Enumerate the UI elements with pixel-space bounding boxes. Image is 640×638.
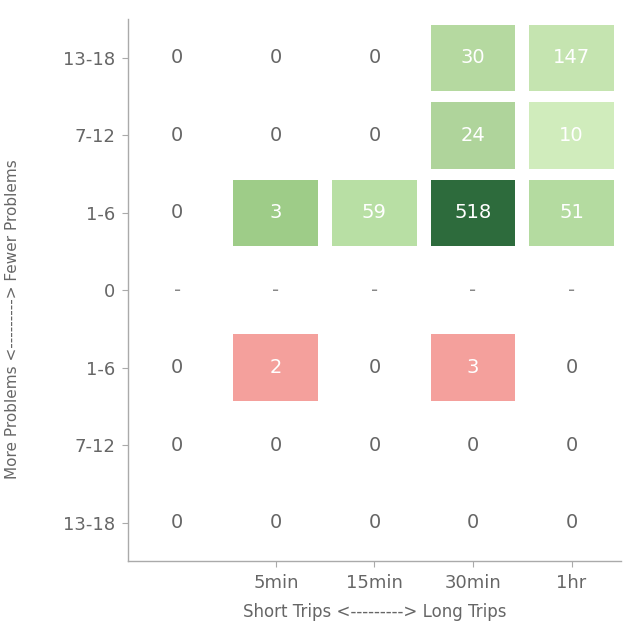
Text: 147: 147	[553, 48, 590, 68]
Text: 0: 0	[269, 126, 282, 145]
Text: 2: 2	[269, 359, 282, 377]
Bar	[431, 102, 515, 168]
Text: 0: 0	[171, 48, 184, 68]
Text: 0: 0	[368, 126, 381, 145]
Text: 0: 0	[269, 436, 282, 455]
Text: 24: 24	[461, 126, 485, 145]
Bar	[529, 102, 614, 168]
Text: 0: 0	[171, 513, 184, 532]
Bar	[529, 179, 614, 246]
Text: 0: 0	[565, 513, 578, 532]
Text: 0: 0	[368, 513, 381, 532]
Text: 0: 0	[171, 436, 184, 455]
Text: 0: 0	[368, 436, 381, 455]
Text: 0: 0	[368, 48, 381, 68]
Text: More Problems <---------> Fewer Problems: More Problems <---------> Fewer Problems	[5, 159, 20, 479]
Text: 0: 0	[565, 436, 578, 455]
Text: 51: 51	[559, 204, 584, 222]
Text: 0: 0	[467, 513, 479, 532]
Bar	[529, 25, 614, 91]
Text: 0: 0	[467, 436, 479, 455]
Bar	[431, 25, 515, 91]
Bar	[431, 334, 515, 401]
Bar	[332, 179, 417, 246]
Bar	[431, 179, 515, 246]
Text: 59: 59	[362, 204, 387, 222]
Text: -: -	[371, 281, 378, 300]
Text: 3: 3	[467, 359, 479, 377]
Text: 10: 10	[559, 126, 584, 145]
Text: 0: 0	[368, 359, 381, 377]
Text: 30: 30	[461, 48, 485, 68]
Text: 0: 0	[269, 513, 282, 532]
Text: 518: 518	[454, 204, 492, 222]
Bar	[234, 334, 318, 401]
Text: -: -	[173, 281, 181, 300]
Text: -: -	[469, 281, 477, 300]
Text: 0: 0	[269, 48, 282, 68]
Text: -: -	[272, 281, 280, 300]
X-axis label: Short Trips <---------> Long Trips: Short Trips <---------> Long Trips	[243, 603, 506, 621]
Text: 0: 0	[171, 359, 184, 377]
Text: 0: 0	[171, 204, 184, 222]
Bar	[234, 179, 318, 246]
Text: 0: 0	[171, 126, 184, 145]
Text: -: -	[568, 281, 575, 300]
Text: 0: 0	[565, 359, 578, 377]
Text: 3: 3	[269, 204, 282, 222]
